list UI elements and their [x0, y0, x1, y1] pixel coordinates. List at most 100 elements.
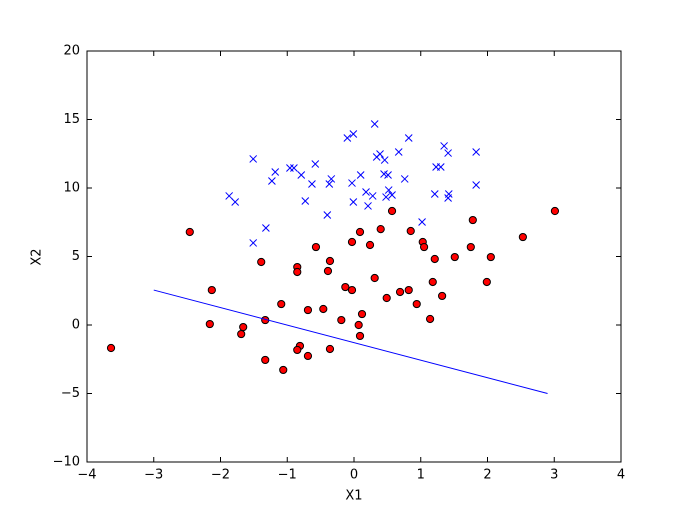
circle-marker — [425, 314, 435, 324]
circle-marker — [387, 206, 397, 216]
circle-marker — [106, 343, 116, 353]
circle-marker — [347, 237, 357, 247]
x-stroke — [311, 160, 320, 168]
circle-marker — [347, 285, 357, 295]
x-stroke — [376, 150, 384, 158]
circle-marker — [337, 315, 346, 325]
x-stroke — [268, 177, 276, 185]
x-marker — [225, 192, 234, 200]
x-tick-label: 2 — [483, 468, 491, 483]
x-marker — [262, 224, 270, 232]
circle-marker — [482, 277, 491, 287]
circle-marker — [311, 242, 321, 252]
circle-marker — [438, 291, 447, 301]
x-marker — [368, 192, 377, 200]
x-stroke — [394, 148, 403, 156]
y-axis-label: X2 — [30, 248, 45, 265]
x-stroke — [382, 193, 390, 201]
x-stroke — [368, 192, 377, 200]
x-tick-label: 4 — [617, 468, 625, 483]
circle-marker — [550, 206, 560, 216]
x-stroke — [356, 171, 365, 179]
x-stroke — [327, 175, 336, 183]
x-marker — [349, 198, 358, 206]
x-stroke — [349, 198, 358, 206]
x-marker — [268, 177, 276, 185]
circle-marker — [466, 242, 475, 252]
x-marker — [472, 181, 481, 189]
x-tick-label: 3 — [550, 468, 558, 483]
x-stroke — [362, 188, 370, 196]
x-marker — [384, 186, 393, 194]
circle-marker — [325, 344, 335, 354]
circle-marker — [239, 322, 248, 332]
x-stroke — [404, 134, 413, 142]
x-marker — [384, 171, 392, 179]
x-marker — [349, 130, 358, 138]
x-stroke — [249, 239, 258, 247]
x-stroke — [271, 168, 280, 176]
x-tick-label: −1 — [278, 468, 297, 483]
circle-marker — [323, 266, 333, 276]
circle-marker — [279, 365, 288, 375]
circle-marker — [237, 329, 246, 339]
x-stroke — [444, 190, 453, 198]
x-stroke — [380, 156, 389, 164]
x-stroke — [436, 163, 445, 171]
circle-marker — [486, 252, 495, 262]
x-marker — [380, 156, 389, 164]
circle-marker — [257, 257, 266, 267]
x-axis-label: X1 — [345, 489, 362, 504]
circle-marker — [303, 351, 313, 361]
x-marker — [327, 175, 336, 183]
line — [153, 289, 548, 394]
y-tick-label: −5 — [61, 386, 80, 401]
circle-marker — [376, 225, 385, 234]
x-marker — [231, 198, 240, 206]
x-stroke — [384, 186, 393, 194]
circle-marker — [293, 345, 302, 355]
x-stroke — [325, 180, 334, 188]
x-marker — [301, 197, 310, 205]
circle-marker — [468, 215, 477, 225]
circle-marker — [370, 273, 379, 283]
x-marker — [418, 218, 426, 226]
x-marker — [249, 155, 258, 163]
x-tick-label: 1 — [417, 468, 425, 483]
circle-marker — [518, 232, 527, 242]
y-tick-label: −10 — [53, 455, 80, 470]
y-tick-label: 10 — [63, 181, 80, 196]
x-tick-label: −2 — [211, 468, 230, 483]
x-marker — [325, 180, 334, 188]
x-marker — [290, 164, 298, 172]
x-tick-label: 0 — [350, 468, 358, 483]
x-stroke — [349, 130, 358, 138]
x-stroke — [323, 211, 332, 219]
x-marker — [436, 163, 445, 171]
x-marker — [382, 193, 390, 201]
circle-marker — [428, 277, 437, 287]
circle-marker — [185, 227, 194, 237]
circle-marker — [406, 226, 415, 236]
circle-marker — [450, 252, 459, 262]
circle-marker — [395, 287, 405, 297]
circle-marker — [357, 309, 367, 319]
circle-marker — [325, 256, 335, 266]
x-marker — [404, 134, 413, 142]
x-stroke — [249, 155, 258, 163]
x-stroke — [440, 142, 448, 150]
circle-marker — [430, 254, 439, 264]
x-stroke — [301, 197, 310, 205]
x-stroke — [364, 202, 372, 210]
x-marker — [308, 180, 316, 188]
x-marker — [297, 171, 306, 179]
x-marker — [394, 148, 403, 156]
x-marker — [440, 142, 448, 150]
x-marker — [370, 120, 379, 128]
x-marker — [400, 175, 409, 183]
x-stroke — [400, 175, 409, 183]
x-stroke — [290, 164, 298, 172]
circle-marker — [412, 299, 421, 309]
x-stroke — [380, 170, 388, 178]
